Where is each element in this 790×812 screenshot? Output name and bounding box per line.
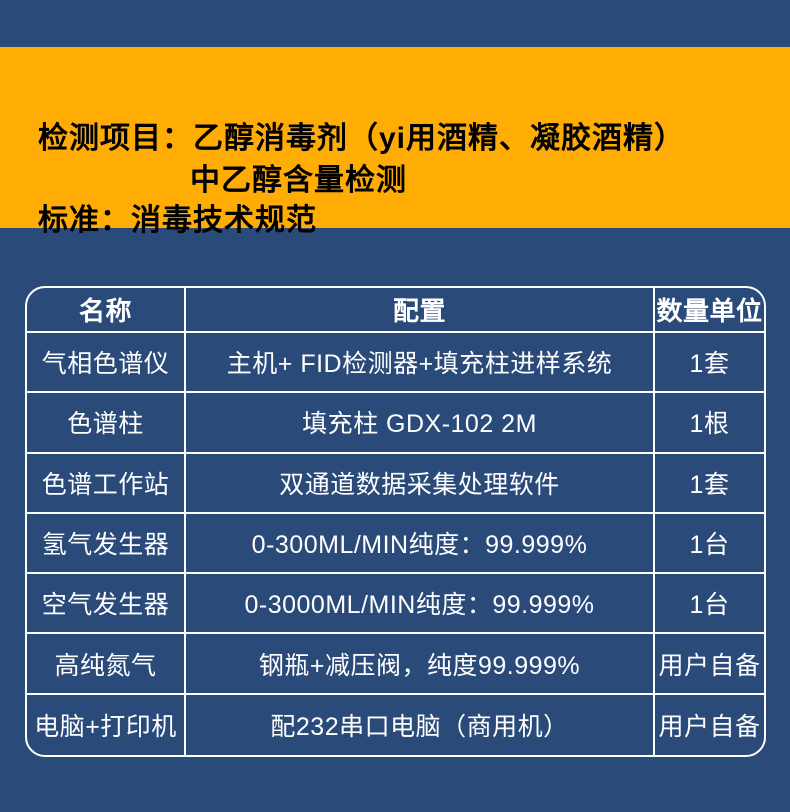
test-item-banner: 检测项目：乙醇消毒剂（yi用酒精、凝胶酒精） 中乙醇含量检测 标准：消毒技术规范 <box>0 47 790 237</box>
cell-name: 高纯氮气 <box>27 634 186 695</box>
banner-line-test-item: 检测项目：乙醇消毒剂（yi用酒精、凝胶酒精） <box>38 122 686 155</box>
cell-config: 双通道数据采集处理软件 <box>186 453 655 514</box>
header-name: 名称 <box>27 288 186 333</box>
banner-line-test-item-cont: 中乙醇含量检测 <box>190 164 407 197</box>
cell-qty: 1套 <box>655 454 764 514</box>
cell-config: 主机+ FID检测器+填充柱进样系统 <box>186 333 655 394</box>
cell-qty: 用户自备 <box>655 634 764 695</box>
cell-name: 气相色谱仪 <box>27 333 186 394</box>
cell-name: 空气发生器 <box>27 574 186 635</box>
cell-name: 色谱工作站 <box>27 453 186 514</box>
cell-config: 钢瓶+减压阀，纯度99.999% <box>186 634 655 695</box>
cell-name: 氢气发生器 <box>27 513 186 575</box>
cell-config: 填充柱 GDX-102 2M <box>186 393 655 454</box>
cell-config: 0-3000ML/MIN纯度：99.999% <box>186 574 655 635</box>
cell-name: 色谱柱 <box>27 393 186 454</box>
banner-line-standard: 标准：消毒技术规范 <box>38 204 317 237</box>
cell-qty: 1台 <box>655 514 764 575</box>
cell-qty: 1根 <box>655 393 764 454</box>
cell-config: 0-300ML/MIN纯度：99.999% <box>186 513 655 575</box>
cell-name: 电脑+打印机 <box>27 694 186 755</box>
cell-qty: 1台 <box>655 574 764 635</box>
cell-qty: 1套 <box>655 333 764 394</box>
header-qty-unit: 数量单位 <box>655 288 764 333</box>
header-config: 配置 <box>186 288 655 333</box>
equipment-spec-table: 名称 配置 数量单位 气相色谱仪 主机+ FID检测器+填充柱进样系统 1套 色… <box>25 286 766 757</box>
cell-config: 配232串口电脑（商用机） <box>186 694 655 755</box>
cell-qty: 用户自备 <box>658 712 761 741</box>
